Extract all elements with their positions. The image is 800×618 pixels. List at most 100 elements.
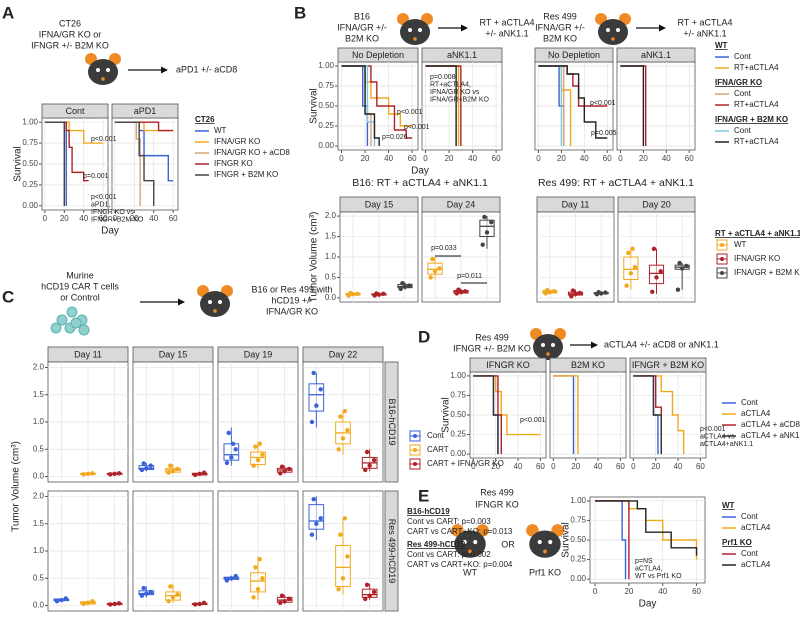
mouse-eye	[541, 343, 545, 347]
mouse-icon	[526, 524, 564, 558]
data-point	[570, 288, 576, 293]
data-point	[342, 516, 347, 521]
x-tick-label: 40	[468, 154, 477, 163]
data-point	[628, 271, 634, 276]
facet-title: B2M KO	[571, 360, 605, 370]
mouse-head	[529, 530, 561, 558]
y-tick-label: 0.75	[22, 138, 38, 147]
data-point	[355, 291, 360, 297]
data-point	[148, 463, 153, 468]
mouse-nose	[413, 37, 417, 41]
box-body	[648, 264, 665, 285]
y-axis-label: Tumor Volume (cm³)	[11, 441, 22, 532]
mouse-eye	[418, 28, 422, 32]
data-point	[201, 600, 207, 606]
data-point	[569, 294, 574, 299]
x-tick-label: 0	[423, 154, 428, 163]
legend-label: IFNA/GR KO + aCD8	[214, 148, 290, 157]
legend-label: IFNA/GR + B2M KO	[734, 268, 800, 277]
mouse-eye	[208, 300, 212, 304]
data-point	[233, 447, 238, 452]
data-point	[463, 289, 468, 294]
x-tick-label: 0	[631, 462, 636, 471]
data-point	[364, 449, 370, 455]
data-point	[480, 242, 485, 247]
data-point	[374, 291, 379, 296]
data-point	[430, 256, 435, 262]
facet-title: Res 499-hCD19	[387, 519, 397, 584]
car-t-cell	[78, 324, 90, 336]
y-tick-label: 0.25	[570, 555, 586, 564]
mouse-nose	[611, 37, 615, 41]
data-point	[314, 521, 319, 526]
schematic-label: IFNA/GR +/-	[337, 22, 387, 32]
x-tick-label: 20	[639, 154, 648, 163]
y-tick-label: 1.00	[22, 117, 38, 126]
arrow-head	[591, 341, 598, 349]
annotation: p<0.001	[404, 124, 430, 131]
data-point	[166, 598, 171, 604]
legend-label: IFNA/GR KO	[734, 254, 780, 263]
data-point	[651, 246, 657, 252]
facet-title: Day 11	[562, 199, 590, 209]
annotation: p=0.005	[591, 130, 617, 137]
data-point	[170, 595, 176, 600]
mouse-eye	[218, 300, 222, 304]
legend-label: aCTLA4	[741, 409, 771, 418]
data-point	[257, 441, 262, 447]
y-tick-label: 0.0	[33, 472, 45, 481]
mouse-icon	[530, 328, 566, 360]
data-point	[166, 470, 171, 475]
data-point	[482, 214, 487, 220]
schematic-label: Res 499	[475, 332, 509, 342]
legend-label: RT+aCTLA4	[734, 137, 779, 146]
y-axis-label: Survival	[13, 146, 24, 182]
data-point	[543, 291, 548, 296]
legend-title: CT26	[195, 115, 215, 124]
data-point	[632, 265, 638, 270]
y-tick-label: 1.0	[325, 252, 337, 261]
x-tick-label: 60	[685, 154, 694, 163]
x-tick-label: 0	[618, 154, 623, 163]
data-point	[381, 291, 386, 297]
data-point	[233, 573, 238, 579]
y-tick-label: 1.5	[33, 519, 45, 528]
treatment-label: RT + aCTLA4	[480, 17, 535, 27]
x-tick-label: 0	[551, 462, 556, 471]
data-point	[345, 554, 350, 559]
y-tick-label: 2.0	[325, 211, 337, 220]
legend-label: RT+aCTLA4	[734, 63, 779, 72]
data-point	[112, 601, 117, 607]
facet-title: Day 24	[447, 199, 476, 209]
data-point	[141, 461, 146, 466]
data-point	[112, 471, 117, 477]
y-tick-label: 0.50	[450, 410, 466, 419]
y-tick-label: 0.00	[318, 141, 334, 150]
note-line: CART vs CART+KO: p=0.004	[407, 560, 513, 569]
treatment-label: +/- aNK1.1	[683, 28, 726, 38]
annotation: IFNA/GR+B2M KO	[430, 96, 489, 103]
facet-title: aNK1.1	[447, 50, 477, 60]
mouse-nose	[546, 352, 550, 356]
legend-label: aCTLA4	[741, 560, 771, 569]
facet-title: No Depletion	[352, 50, 404, 60]
survival-curve	[538, 65, 608, 139]
y-tick-label: 0.00	[450, 449, 466, 458]
data-point	[311, 370, 316, 376]
data-point	[340, 436, 346, 441]
x-tick-label: 0	[593, 587, 598, 596]
legend-label: aCTLA4	[741, 523, 771, 532]
treatment-label: B16 or Res 499 with	[251, 284, 332, 294]
mouse-head	[200, 291, 230, 317]
chart-title: Res 499: RT + aCTLA4 + aNK1.1	[538, 177, 694, 189]
data-point	[201, 470, 207, 475]
annotation: aCTLA4 vs	[700, 433, 735, 440]
treatment-label: +/- aNK1.1	[485, 28, 528, 38]
x-tick-label: 60	[603, 154, 612, 163]
x-axis-label: Day	[411, 166, 429, 177]
mouse-nose	[543, 549, 547, 554]
schematic-label: IFNGR KO	[475, 499, 519, 509]
y-tick-label: 0.50	[22, 159, 38, 168]
note-line: Cont vs CART: p=0.003	[407, 517, 491, 526]
